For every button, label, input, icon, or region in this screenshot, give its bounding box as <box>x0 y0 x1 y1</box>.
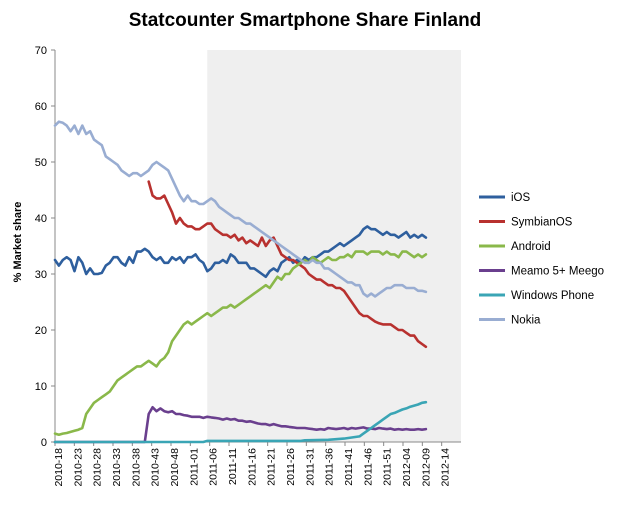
y-tick-label: 10 <box>35 381 47 393</box>
series-lines <box>53 120 428 444</box>
legend-label: Nokia <box>511 315 541 327</box>
legend-label: Android <box>511 241 551 253</box>
series-line-android <box>53 250 428 436</box>
legend: iOS SymbianOS Android Meamo 5+ Meego Windows… <box>479 192 604 327</box>
y-tick-label: 0 <box>41 437 47 449</box>
x-tick-label: 2011-31 <box>304 448 316 486</box>
y-axis-label: % Market share <box>12 202 24 283</box>
series-line-symbianos <box>147 180 428 349</box>
x-tick-label: 2011-11 <box>227 448 239 485</box>
legend-label: Windows Phone <box>511 290 594 302</box>
x-tick-label: 2011-36 <box>324 448 336 486</box>
legend-label: SymbianOS <box>511 217 573 229</box>
series-line-windows-phone <box>53 400 428 444</box>
y-tick-label: 30 <box>35 269 47 281</box>
y-tick-label: 40 <box>35 213 47 225</box>
series-line-nokia <box>53 120 428 298</box>
x-tick-label: 2010-18 <box>53 448 65 487</box>
x-tick-label: 2011-26 <box>285 448 297 486</box>
x-tick-label: 2010-28 <box>92 448 104 487</box>
x-tick-label: 2010-23 <box>72 448 84 487</box>
x-tick-label: 2010-43 <box>150 448 162 487</box>
x-tick-label: 2011-21 <box>266 448 278 486</box>
y-tick-label: 20 <box>35 325 47 337</box>
y-tick-label: 50 <box>35 157 47 169</box>
x-tick-label: 2012-09 <box>420 448 432 487</box>
legend-label: Meamo 5+ Meego <box>511 266 604 278</box>
x-tick-label: 2011-16 <box>246 448 258 486</box>
y-tick-label: 60 <box>35 101 47 113</box>
x-tick-label: 2011-51 <box>382 448 394 486</box>
x-tick-label: 2011-06 <box>208 448 220 486</box>
x-tick-label: 2012-04 <box>401 448 413 487</box>
series-line-ios <box>53 225 428 279</box>
x-tick-label: 2010-38 <box>130 448 142 487</box>
x-tick-label: 2011-46 <box>362 448 374 486</box>
x-tick-label: 2011-41 <box>343 448 355 486</box>
x-tick-label: 2010-33 <box>111 448 123 487</box>
y-axis-ticks: 0 10 20 30 40 50 60 70 <box>35 45 55 449</box>
x-axis-ticks: 2010-18 2010-23 2010-28 2010-33 2010-38 2010-… <box>53 442 452 487</box>
x-tick-label: 2010-48 <box>169 448 181 487</box>
x-tick-label: 2012-14 <box>440 448 452 487</box>
series-line-meamo-5-meego <box>53 406 428 444</box>
legend-label: iOS <box>511 192 531 204</box>
x-tick-label: 2011-01 <box>188 448 200 486</box>
y-tick-label: 70 <box>35 45 47 57</box>
chart-title: Statcounter Smartphone Share Finland <box>129 10 482 31</box>
